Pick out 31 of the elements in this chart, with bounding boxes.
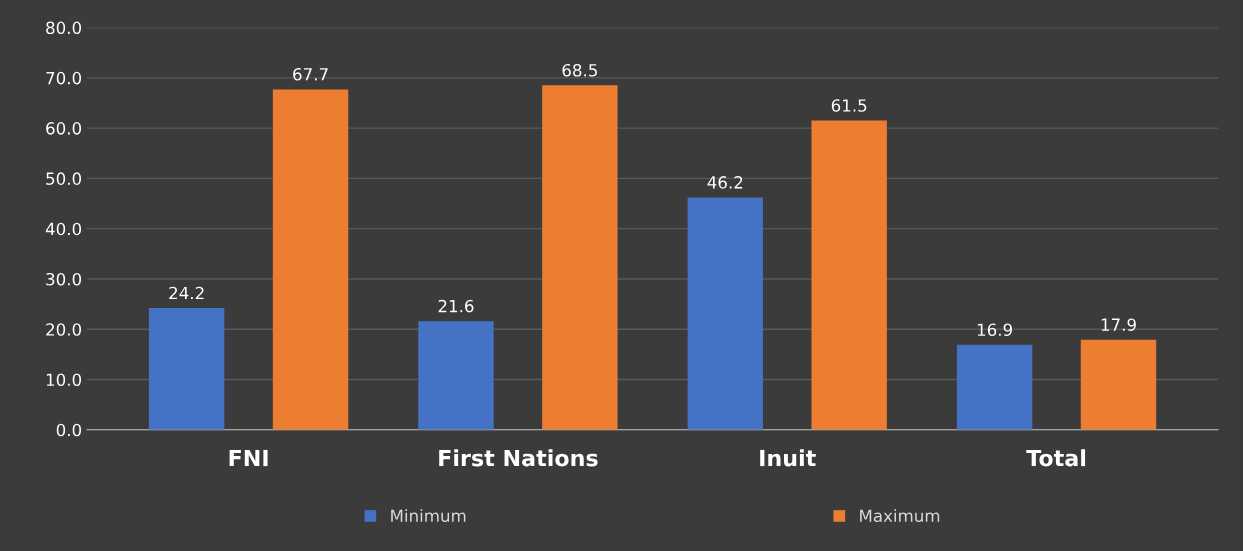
y-tick-label: 10.0 <box>46 373 82 387</box>
y-tick-label: 20.0 <box>46 323 82 336</box>
y-tick-label: 80.0 <box>46 21 82 35</box>
data-label: 24.2 <box>169 286 204 300</box>
data-label: 21.6 <box>438 299 474 313</box>
y-tick-label: 60.0 <box>46 122 82 135</box>
y-tick-label: 40.0 <box>45 222 82 236</box>
bar <box>1080 339 1157 430</box>
bar <box>272 89 349 430</box>
bar <box>148 308 225 430</box>
x-tick-label: FNI <box>229 449 268 467</box>
bar <box>956 344 1033 430</box>
data-label: 16.9 <box>977 323 1012 337</box>
y-tick-label: 70.0 <box>46 71 82 85</box>
data-label: 67.7 <box>293 68 328 81</box>
x-tick-label: Inuit <box>760 449 816 467</box>
bar <box>687 197 763 430</box>
data-label: 46.2 <box>707 176 743 189</box>
data-label: 61.5 <box>831 99 867 112</box>
y-tick-label: 30.0 <box>46 272 82 286</box>
y-tick-label: 0.0 <box>56 423 82 437</box>
x-tick-label: Total <box>1026 449 1086 467</box>
bar <box>418 321 494 430</box>
x-tick-label: First Nations <box>439 449 598 467</box>
data-label: 17.9 <box>1101 318 1136 331</box>
legend-label: Maximum <box>860 509 940 523</box>
data-label: 68.5 <box>562 63 597 77</box>
bar <box>811 120 887 430</box>
y-tick-label: 50.0 <box>46 172 82 185</box>
legend-label: Minimum <box>391 509 466 523</box>
bar <box>542 85 618 430</box>
